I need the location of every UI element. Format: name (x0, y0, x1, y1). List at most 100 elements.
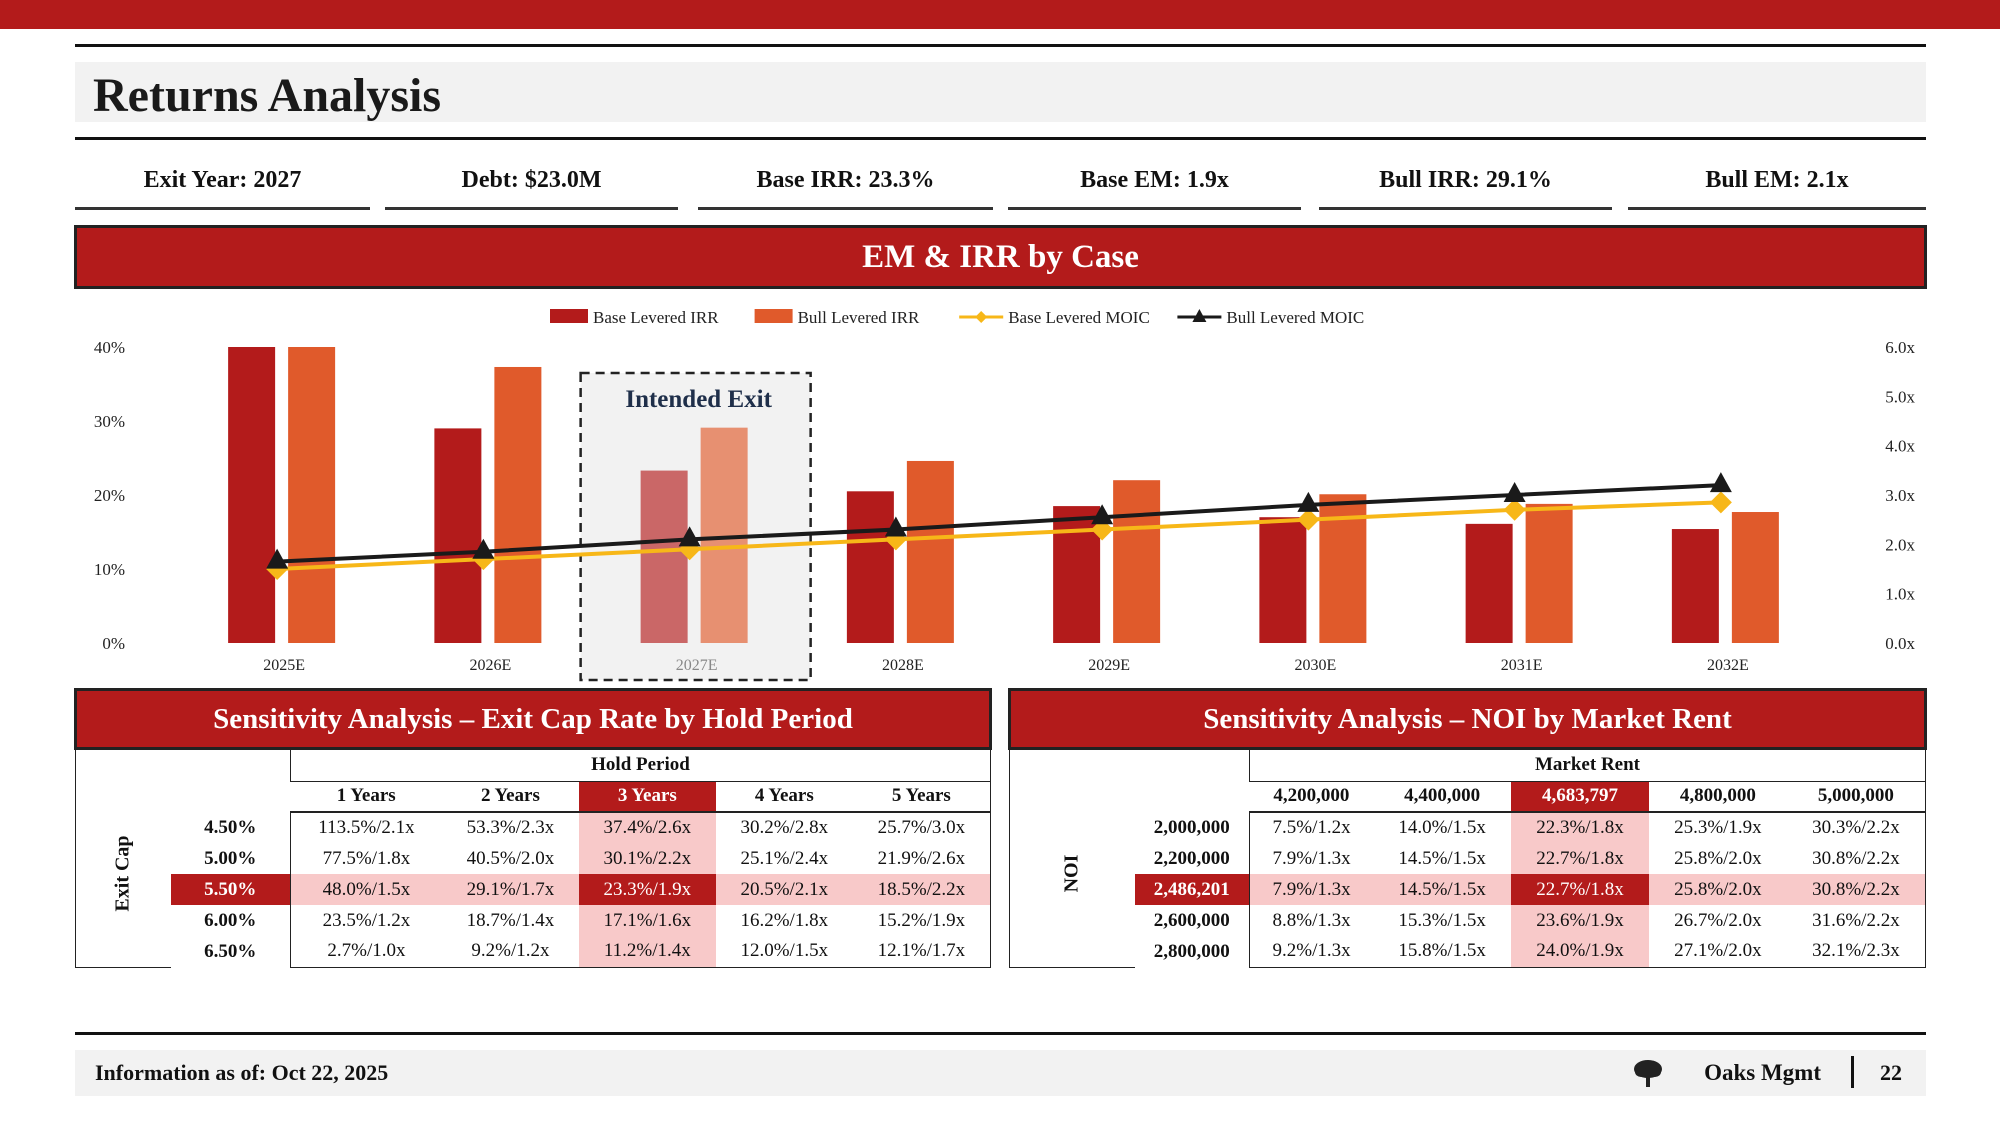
sens-left-cell: 18.7%/1.4x (466, 909, 555, 931)
legend-label: Bull Levered MOIC (1226, 308, 1364, 327)
bar-base-levered-irr-2030E (1259, 517, 1307, 643)
y-right-tick: 0.0x (1885, 634, 1915, 653)
sens-left-col-header: 4 Years (715, 781, 853, 813)
sens-left-cell: 25.1%/2.4x (740, 847, 829, 869)
bar-base-levered-irr-2025E (228, 347, 276, 643)
marker-bull-moic-2029E (1091, 504, 1114, 525)
marker-base-moic-2029E (1091, 518, 1114, 541)
y-left-tick: 30% (94, 412, 125, 431)
legend-marker (975, 311, 988, 323)
y-right-tick: 4.0x (1885, 437, 1915, 456)
sens-right-banner: Sensitivity Analysis – NOI by Market Ren… (1008, 688, 1927, 750)
sens-left-banner: Sensitivity Analysis – Exit Cap Rate by … (74, 688, 992, 750)
line-base-levered-moic (277, 500, 1721, 571)
kpi-debt: Debt: $23.0M (385, 160, 678, 210)
sens-left-row-label: 5.50% (170, 874, 291, 905)
sens-left-cell: 2.7%/1.0x (289, 936, 442, 968)
bar-base-levered-irr-2027E (640, 470, 688, 643)
sens-table-noi: Market Rent NOI 4,200,000 4,400,000 4,683,79… (1009, 750, 1926, 968)
x-tick-2029E: 2029E (1088, 657, 1130, 674)
kpi-bull-em: Bull EM: 2.1x (1628, 160, 1926, 210)
sens-right-cell: 30.8%/2.2x (1786, 874, 1926, 905)
sens-left-col-header: 5 Years (852, 781, 991, 813)
sens-left-col-header: 3 Years (578, 781, 716, 813)
bar-base-levered-irr-2028E (846, 491, 894, 643)
kpi-base-irr: Base IRR: 23.3% (698, 160, 993, 210)
sens-left-cell: 29.1%/1.7x (441, 874, 579, 905)
legend-swatch (754, 309, 793, 323)
footer-info: Information as of: Oct 22, 2025 (95, 1060, 389, 1085)
page-title: Returns Analysis (93, 69, 442, 122)
sens-right-cell: 26.7%/2.0x (1674, 909, 1762, 931)
sens-right-cell: 30.8%/2.2x (1786, 843, 1926, 874)
marker-base-moic-2026E (472, 548, 495, 571)
sens-right-row-label: 2,600,000 (1153, 909, 1230, 931)
y-left-tick: 0% (102, 634, 125, 653)
y-right-tick: 6.0x (1885, 338, 1915, 357)
sens-left-cell: 16.2%/1.8x (740, 909, 829, 931)
sens-right-cell: 7.9%/1.3x (1249, 843, 1374, 874)
line-bull-levered-moic (277, 483, 1721, 564)
sens-right-row-label: 2,486,201 (1134, 874, 1250, 905)
sens-left-cell: 113.5%/2.1x (289, 812, 442, 843)
y-right-tick: 1.0x (1885, 585, 1915, 604)
marker-base-moic-2032E (1709, 491, 1732, 514)
bar-bull-levered-irr-2031E (1525, 503, 1573, 643)
sens-right-cell: 22.7%/1.8x (1511, 843, 1649, 874)
sens-right-row-label: 2,200,000 (1153, 847, 1230, 869)
legend-marker (1192, 309, 1207, 322)
x-tick-2032E: 2032E (1707, 657, 1749, 674)
sens-left-cell: 11.2%/1.4x (578, 936, 716, 968)
footer-separator (1851, 1056, 1854, 1088)
bar-base-levered-irr-2032E (1671, 529, 1719, 643)
sens-left-cell: 37.4%/2.6x (578, 812, 716, 843)
sens-left-cell: 17.1%/1.6x (578, 905, 716, 936)
sens-right-cell: 14.5%/1.5x (1373, 874, 1512, 905)
sens-right-cell: 32.1%/2.3x (1786, 936, 1926, 968)
sens-right-cell: 24.0%/1.9x (1511, 936, 1649, 968)
sens-right-cell: 7.5%/1.2x (1249, 812, 1374, 843)
bar-bull-levered-irr-2029E (1113, 480, 1161, 643)
sens-left-cell: 9.2%/1.2x (441, 936, 579, 968)
sens-right-col-header: 4,683,797 (1511, 781, 1649, 813)
bar-bull-levered-irr-2032E (1731, 512, 1779, 643)
marker-base-moic-2031E (1503, 498, 1526, 521)
title-rule-top (75, 44, 1926, 47)
x-tick-2028E: 2028E (882, 657, 924, 674)
sens-right-col-axis-label: Market Rent (1249, 750, 1926, 782)
sens-left-cell: 25.7%/3.0x (852, 812, 991, 843)
title-rule-bottom (75, 137, 1926, 140)
sens-right-row-axis-text: NOI (1060, 854, 1083, 893)
bar-bull-levered-irr-2026E (494, 366, 542, 643)
em-irr-chart: Intended Exit 0% 10% 20% 30% 40% 0.0x 1.0x 2.0x 3… (94, 308, 1916, 682)
bar-bull-levered-irr-2028E (906, 460, 954, 643)
title-box: Returns Analysis (75, 62, 1926, 122)
kpi-bull-irr: Bull IRR: 29.1% (1319, 160, 1612, 210)
sens-left-row-label: 6.50% (204, 940, 257, 962)
intended-exit-label: Intended Exit (625, 386, 772, 413)
y-right-tick: 5.0x (1885, 387, 1915, 406)
tree-icon (1634, 1060, 1662, 1087)
sens-left-cell: 40.5%/2.0x (466, 847, 555, 869)
marker-bull-moic-2030E (1297, 491, 1320, 512)
sens-right-cell: 23.6%/1.9x (1511, 905, 1649, 936)
page-number: 22 (1880, 1060, 1902, 1085)
sens-left-cell: 48.0%/1.5x (289, 874, 442, 905)
sens-right-cell: 7.9%/1.3x (1249, 874, 1374, 905)
sens-left-row-axis-label: Exit Cap (75, 781, 171, 968)
sens-left-row-label: 6.00% (204, 909, 257, 931)
sens-left-cell: 23.5%/1.2x (289, 905, 442, 936)
sens-right-col-header: 4,800,000 (1648, 781, 1787, 813)
sens-left-cell: 18.5%/2.2x (852, 874, 991, 905)
x-tick-2025E: 2025E (263, 657, 305, 674)
sens-right-cell: 25.8%/2.0x (1648, 874, 1787, 905)
sens-right-cell: 15.3%/1.5x (1398, 909, 1486, 931)
x-tick-2030E: 2030E (1294, 657, 1336, 674)
sens-right-cell: 9.2%/1.3x (1249, 936, 1374, 968)
bar-base-levered-irr-2026E (434, 428, 482, 643)
sens-right-cell: 14.0%/1.5x (1398, 817, 1486, 838)
sens-right-col-header: 4,400,000 (1373, 781, 1512, 813)
sens-right-row-label: 2,800,000 (1153, 940, 1230, 962)
sens-left-row-label: 5.00% (204, 847, 257, 869)
sens-right-row-axis-label: NOI (1009, 781, 1135, 968)
